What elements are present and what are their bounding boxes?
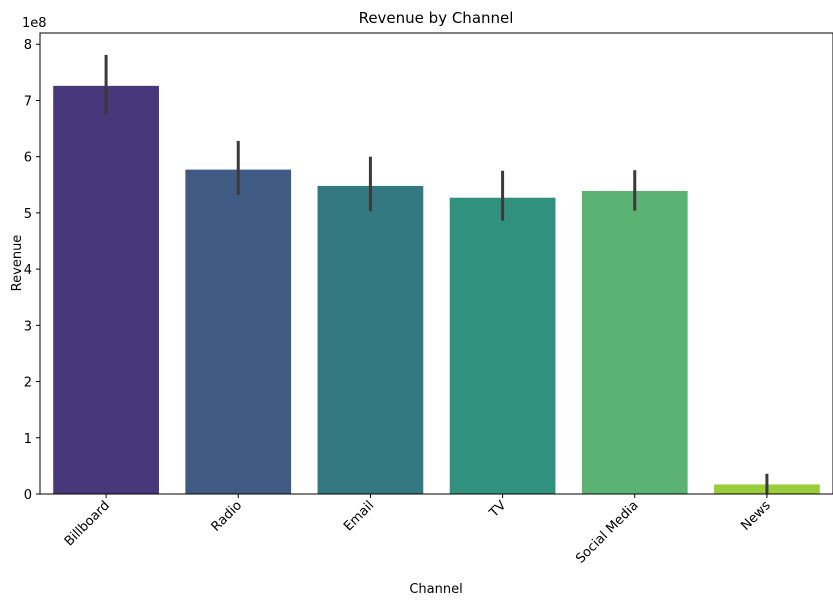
y-tick-label: 7	[24, 94, 32, 109]
x-tick-label: Social Media	[573, 498, 641, 566]
error-bars-group	[104, 54, 769, 494]
x-tick-label: TV	[486, 498, 509, 521]
bars-group	[53, 85, 820, 495]
y-tick-label: 3	[24, 319, 32, 334]
x-axis: Billboard Radio Email TV Social Media News	[62, 494, 774, 567]
x-tick-label: Email	[341, 498, 377, 534]
plot-frame	[39, 32, 833, 495]
y-axis: 0 1 2 3 4 5 6 7 8	[24, 38, 40, 503]
x-axis-label: Channel	[409, 582, 462, 597]
x-tick-label: News	[738, 498, 774, 534]
bar-radio	[185, 169, 292, 495]
y-tick-label: 5	[24, 207, 32, 222]
y-tick-label: 8	[24, 38, 32, 53]
y-tick-label: 4	[24, 263, 32, 278]
y-axis-offset-label: 1e8	[22, 16, 47, 31]
bar-social-media	[581, 190, 688, 495]
y-axis-label: Revenue	[10, 235, 25, 292]
bar-tv	[449, 197, 556, 494]
x-tick-label: Billboard	[62, 498, 113, 549]
bar-email	[317, 185, 424, 495]
bar-billboard	[53, 85, 159, 494]
y-tick-label: 0	[24, 488, 32, 503]
y-tick-label: 2	[24, 376, 32, 391]
y-tick-label: 1	[24, 432, 32, 447]
x-tick-label: Radio	[209, 498, 245, 534]
chart-title: Revenue by Channel	[359, 9, 514, 27]
y-tick-label: 6	[24, 151, 32, 166]
